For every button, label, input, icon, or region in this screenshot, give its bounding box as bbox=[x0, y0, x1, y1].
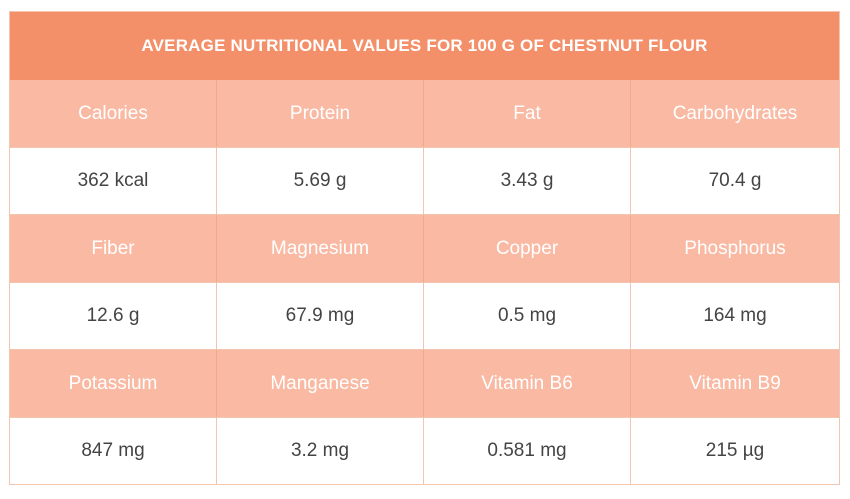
nutrient-value-cell: 0.5 mg bbox=[424, 282, 631, 350]
nutrient-name-cell: Protein bbox=[217, 80, 424, 147]
nutrient-value-cell: 0.581 mg bbox=[424, 417, 631, 485]
nutrient-value-cell: 362 kcal bbox=[10, 147, 217, 215]
nutrient-value-cell: 5.69 g bbox=[217, 147, 424, 215]
nutrient-value-cell: 164 mg bbox=[631, 282, 839, 350]
nutrient-value-row: 847 mg 3.2 mg 0.581 mg 215 µg bbox=[10, 417, 839, 485]
nutrient-name-cell: Magnesium bbox=[217, 215, 424, 282]
nutrient-header-row: Potassium Manganese Vitamin B6 Vitamin B… bbox=[10, 350, 839, 417]
nutrient-value-cell: 67.9 mg bbox=[217, 282, 424, 350]
nutrition-table: AVERAGE NUTRITIONAL VALUES FOR 100 G OF … bbox=[9, 11, 840, 485]
nutrient-name-cell: Calories bbox=[10, 80, 217, 147]
nutrient-value-cell: 70.4 g bbox=[631, 147, 839, 215]
nutrient-name-cell: Vitamin B6 bbox=[424, 350, 631, 417]
nutrient-header-row: Fiber Magnesium Copper Phosphorus bbox=[10, 215, 839, 282]
nutrient-value-row: 12.6 g 67.9 mg 0.5 mg 164 mg bbox=[10, 282, 839, 350]
nutrient-name-cell: Fiber bbox=[10, 215, 217, 282]
nutrient-name-cell: Carbohydrates bbox=[672, 102, 798, 124]
nutrient-value-cell: 215 µg bbox=[631, 417, 839, 485]
table-title: AVERAGE NUTRITIONAL VALUES FOR 100 G OF … bbox=[10, 12, 839, 80]
nutrient-name-cell: Fat bbox=[424, 80, 631, 147]
nutrient-name-cell: Copper bbox=[424, 215, 631, 282]
nutrient-name-cell: Potassium bbox=[10, 350, 217, 417]
nutrient-value-cell: 3.43 g bbox=[424, 147, 631, 215]
nutrient-value-cell: 847 mg bbox=[10, 417, 217, 485]
nutrient-name-cell: Phosphorus bbox=[684, 237, 786, 259]
nutrient-name-cell: Vitamin B9 bbox=[689, 372, 781, 394]
nutrient-value-cell: 12.6 g bbox=[10, 282, 217, 350]
nutrient-value-row: 362 kcal 5.69 g 3.43 g 70.4 g bbox=[10, 147, 839, 215]
nutrient-header-row: Calories Protein Fat Carbohydrates bbox=[10, 80, 839, 147]
nutrient-value-cell: 3.2 mg bbox=[217, 417, 424, 485]
nutrient-name-cell: Manganese bbox=[217, 350, 424, 417]
